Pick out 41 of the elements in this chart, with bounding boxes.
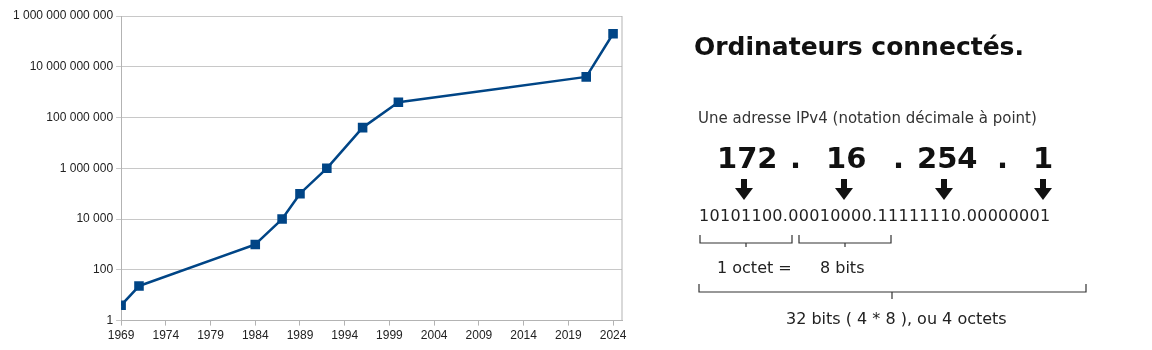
text: 8 bits bbox=[820, 258, 865, 277]
y-tick-label: 1 000 000 000 000 bbox=[12, 8, 114, 23]
text: 1 bbox=[1033, 141, 1054, 175]
text: . bbox=[997, 141, 1009, 175]
text: 32 bits ( 4 * 8 ), ou 4 octets bbox=[786, 309, 1007, 328]
text: 254 bbox=[917, 141, 978, 175]
point bbox=[581, 72, 592, 82]
x-tick-label: 2024 bbox=[599, 328, 627, 343]
x-tick-label: 2019 bbox=[554, 328, 582, 343]
x-tick-label: 2004 bbox=[420, 328, 448, 343]
point bbox=[322, 163, 332, 174]
x-tick-label: 2014 bbox=[510, 328, 538, 343]
point bbox=[608, 28, 618, 39]
point bbox=[357, 122, 368, 133]
y-tick-label: 1 000 000 bbox=[59, 160, 114, 175]
text: Une adresse IPv4 (notation décimale à point) bbox=[698, 109, 1037, 127]
y-tick-label: 1 bbox=[106, 312, 114, 327]
y-tick-label: 10 000 bbox=[76, 211, 114, 226]
y-tick-label: 100 bbox=[93, 262, 114, 277]
point bbox=[277, 214, 287, 224]
x-tick-label: 2009 bbox=[465, 328, 493, 343]
point bbox=[295, 188, 305, 199]
y-tick-label: 10 000 000 000 bbox=[29, 59, 114, 74]
x-tick-label: 1994 bbox=[331, 328, 359, 343]
point bbox=[393, 97, 404, 108]
point bbox=[134, 281, 144, 291]
text: . bbox=[893, 141, 905, 175]
text: 1 octet = bbox=[717, 258, 792, 277]
text: . bbox=[790, 141, 802, 175]
point bbox=[250, 239, 261, 250]
x-tick-label: 1974 bbox=[152, 328, 180, 343]
text: Ordinateurs connectés. bbox=[694, 32, 1024, 61]
x-tick-label: 1979 bbox=[197, 328, 225, 343]
y-tick-label: 100 000 000 bbox=[46, 109, 114, 124]
text: 10101100.00010000.11111110.00000001 bbox=[699, 206, 1051, 225]
x-tick-label: 1984 bbox=[241, 328, 269, 343]
text: 16 bbox=[826, 141, 867, 175]
x-tick-label: 1999 bbox=[376, 328, 404, 343]
x-tick-label: 1969 bbox=[107, 328, 135, 343]
x-tick-label: 1989 bbox=[286, 328, 314, 343]
text: 172 bbox=[717, 141, 778, 175]
